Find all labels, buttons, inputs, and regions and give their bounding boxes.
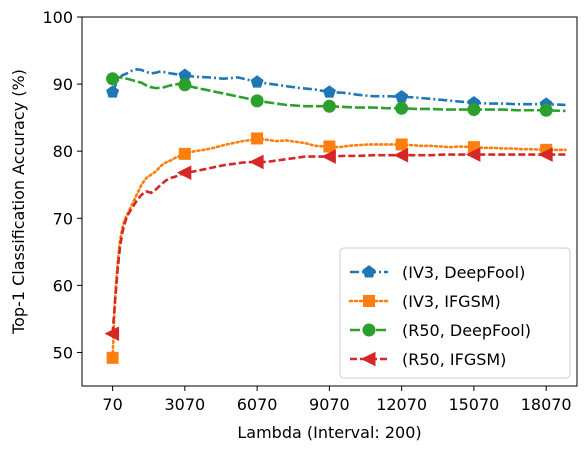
legend-marker	[363, 295, 375, 307]
y-axis-title: Top-1 Classification Accuracy (%)	[9, 69, 28, 335]
series-1	[106, 132, 567, 364]
data-point	[393, 147, 409, 163]
plot-area	[81, 16, 578, 387]
data-point	[106, 72, 120, 86]
data-point	[322, 99, 336, 113]
x-tick-label: 15070	[448, 395, 499, 414]
series-0	[106, 68, 566, 110]
data-point	[322, 85, 336, 98]
legend-label: (R50, DeepFool)	[402, 321, 531, 340]
legend-box	[339, 247, 571, 379]
data-point	[251, 132, 264, 145]
y-tick-label: 60	[53, 276, 73, 295]
data-point	[178, 78, 192, 92]
legend-entry: (R50, DeepFool)	[350, 321, 531, 340]
data-point	[178, 147, 191, 160]
data-point	[395, 101, 409, 115]
legend-label: (R50, IFGSM)	[402, 350, 506, 369]
data-point	[104, 326, 120, 341]
x-tick-label: 70	[102, 395, 122, 414]
x-tick-label: 3070	[164, 395, 205, 414]
y-tick-label: 90	[53, 75, 73, 94]
series-layer	[104, 68, 567, 364]
data-point	[106, 351, 119, 364]
data-point	[106, 85, 120, 98]
legend-label: (IV3, IFGSM)	[402, 292, 501, 311]
y-tick-label: 50	[53, 343, 73, 362]
data-point	[539, 103, 553, 117]
y-tick-label: 70	[53, 209, 73, 228]
legend-items: (IV3, DeepFool) (IV3, IFGSM) (R50, DeepFoo…	[348, 263, 531, 369]
legend-entry: (IV3, DeepFool)	[350, 263, 525, 282]
legend-entry: (R50, IFGSM)	[350, 350, 506, 369]
legend-marker	[362, 265, 376, 278]
x-tick-label: 12070	[376, 395, 427, 414]
data-point	[176, 165, 192, 180]
legend-marker	[360, 351, 376, 367]
legend-label: (IV3, DeepFool)	[402, 263, 525, 282]
x-tick-label: 6070	[237, 395, 278, 414]
data-point	[467, 103, 481, 117]
series-line	[111, 68, 566, 107]
y-tick-label: 80	[53, 142, 73, 161]
legend-marker	[362, 323, 376, 337]
series-2	[106, 72, 566, 117]
data-point	[250, 75, 264, 88]
series-line	[112, 76, 566, 113]
data-point	[538, 147, 553, 162]
legend: (IV3, DeepFool) (IV3, IFGSM) (R50, DeepFoo…	[339, 247, 571, 379]
data-point	[465, 147, 481, 162]
series-3	[104, 147, 566, 341]
x-axis-ticks: 70 3070 6070 9070 12070 15070 18070	[102, 386, 572, 414]
data-point	[395, 138, 408, 151]
series-line	[111, 137, 567, 360]
x-tick-label: 18070	[521, 395, 572, 414]
x-tick-label: 9070	[309, 395, 350, 414]
data-point	[250, 94, 264, 108]
y-axis-ticks: 50 60 70 80 90 100	[42, 8, 82, 362]
data-point	[323, 140, 336, 153]
y-tick-label: 100	[42, 8, 73, 27]
data-point	[248, 154, 264, 170]
x-axis-title: Lambda (Interval: 200)	[237, 423, 421, 442]
data-point	[395, 90, 409, 103]
data-point	[321, 149, 336, 164]
legend-entry: (IV3, IFGSM)	[348, 292, 501, 311]
